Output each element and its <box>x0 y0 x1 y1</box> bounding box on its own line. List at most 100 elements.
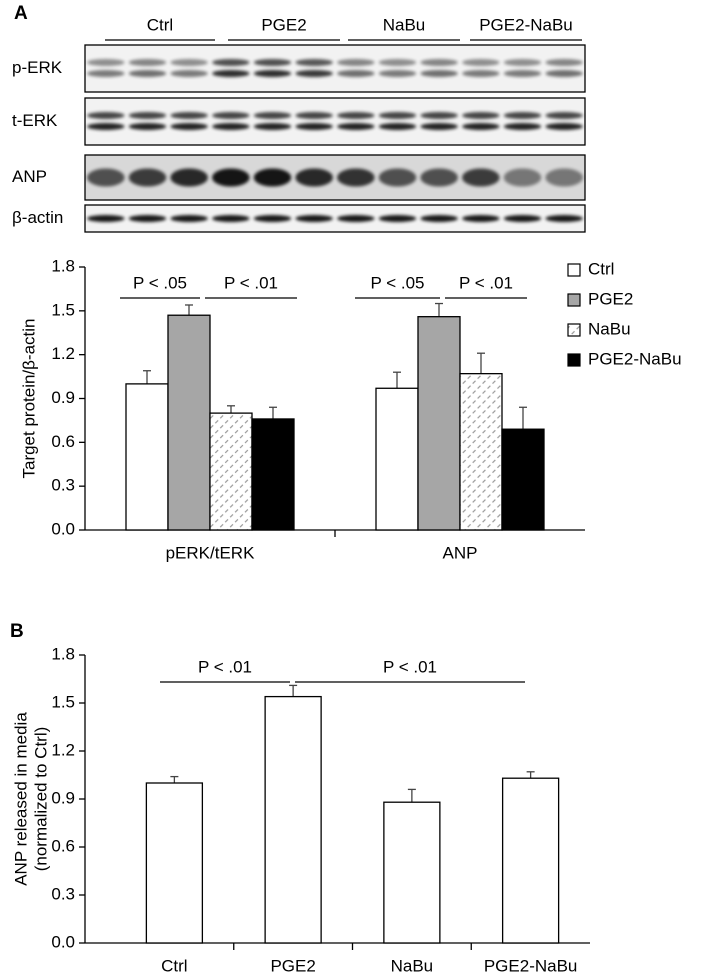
y-tick-label: 1.8 <box>51 256 75 275</box>
significance-label: P < .05 <box>370 273 424 292</box>
blot-band <box>420 59 458 66</box>
y-tick-label: 0.3 <box>51 476 75 495</box>
blot-band <box>503 215 542 222</box>
legend-swatch <box>567 323 581 337</box>
legend-label: NaBu <box>588 319 631 338</box>
blot-band <box>378 70 417 77</box>
blot-band <box>378 59 417 66</box>
group-label: PGE2 <box>261 15 306 34</box>
x-tick-label: Ctrl <box>161 956 187 975</box>
blot-band <box>295 70 333 77</box>
blot-band <box>128 215 167 222</box>
blot-band <box>378 123 417 130</box>
blot-band <box>503 168 542 187</box>
blot-band <box>462 123 500 130</box>
y-axis-label: ANP released in media <box>11 712 30 886</box>
blot-label: ANP <box>12 167 47 186</box>
blot-box <box>84 154 586 201</box>
blot-label: β-actin <box>12 208 63 227</box>
y-tick-label: 0.3 <box>51 884 75 903</box>
y-axis-label: (normalized to Ctrl) <box>31 727 50 872</box>
blot-band <box>462 215 500 222</box>
blot-band <box>295 59 333 66</box>
blot-band <box>170 215 208 222</box>
blot-band <box>378 112 417 119</box>
blot-label: p-ERK <box>12 58 63 77</box>
x-tick-label: pERK/tERK <box>166 543 255 562</box>
significance-label: P < .01 <box>198 657 252 676</box>
blot-band <box>128 59 167 66</box>
blot-band <box>545 59 583 66</box>
bar <box>145 782 204 944</box>
blot-band <box>545 168 583 187</box>
blot-band <box>337 59 375 66</box>
blot-band <box>87 112 125 119</box>
significance-label: P < .01 <box>383 657 437 676</box>
blot-band <box>337 215 375 222</box>
blot-band <box>253 70 292 77</box>
y-tick-label: 0.9 <box>51 788 75 807</box>
blot-band <box>462 70 500 77</box>
blot-band <box>545 123 583 130</box>
legend-label: PGE2 <box>588 289 633 308</box>
blot-band <box>170 112 208 119</box>
blot-band <box>212 70 250 77</box>
x-tick-label: NaBu <box>391 956 434 975</box>
blot-band <box>212 123 250 130</box>
blot-label: t-ERK <box>12 111 58 130</box>
blot-band <box>253 123 292 130</box>
blot-band <box>337 168 375 187</box>
blot-band <box>420 215 458 222</box>
group-label: PGE2-NaBu <box>479 15 573 34</box>
blot-band <box>212 215 250 222</box>
bar <box>251 418 295 531</box>
y-tick-label: 1.8 <box>51 644 75 663</box>
blot-band <box>545 70 583 77</box>
y-tick-label: 1.5 <box>51 692 75 711</box>
significance-label: P < .05 <box>133 273 187 292</box>
blot-band <box>337 123 375 130</box>
significance-label: P < .01 <box>459 273 513 292</box>
bar <box>209 412 253 531</box>
blot-band <box>378 168 417 187</box>
bar <box>501 428 545 531</box>
bar <box>167 314 211 531</box>
blot-band <box>295 168 333 187</box>
blot-band <box>420 168 458 187</box>
blot-band <box>295 112 333 119</box>
blot-band <box>503 123 542 130</box>
bar <box>375 387 419 531</box>
bar <box>459 373 503 531</box>
blot-band <box>545 112 583 119</box>
legend-label: PGE2-NaBu <box>588 349 682 368</box>
blot-band <box>87 168 125 187</box>
legend-swatch <box>567 353 581 367</box>
legend-swatch <box>567 293 581 307</box>
legend-swatch <box>567 263 581 277</box>
y-tick-label: 0.6 <box>51 836 75 855</box>
blot-band <box>128 168 167 187</box>
blot-band <box>503 112 542 119</box>
blot-band <box>170 168 208 187</box>
blot-band <box>420 123 458 130</box>
bar <box>417 316 461 531</box>
x-tick-label: PGE2 <box>270 956 315 975</box>
blot-band <box>212 59 250 66</box>
blot-band <box>128 70 167 77</box>
blot-band <box>212 168 250 187</box>
legend-label: Ctrl <box>588 259 614 278</box>
blot-band <box>253 168 292 187</box>
blot-box <box>84 97 586 146</box>
blot-band <box>378 215 417 222</box>
group-label: Ctrl <box>147 15 173 34</box>
x-tick-label: PGE2-NaBu <box>484 956 578 975</box>
blot-band <box>253 59 292 66</box>
blot-band <box>462 112 500 119</box>
y-tick-label: 1.5 <box>51 300 75 319</box>
blot-band <box>170 59 208 66</box>
blot-band <box>295 123 333 130</box>
blot-band <box>337 70 375 77</box>
blot-band <box>503 59 542 66</box>
blot-band <box>87 70 125 77</box>
